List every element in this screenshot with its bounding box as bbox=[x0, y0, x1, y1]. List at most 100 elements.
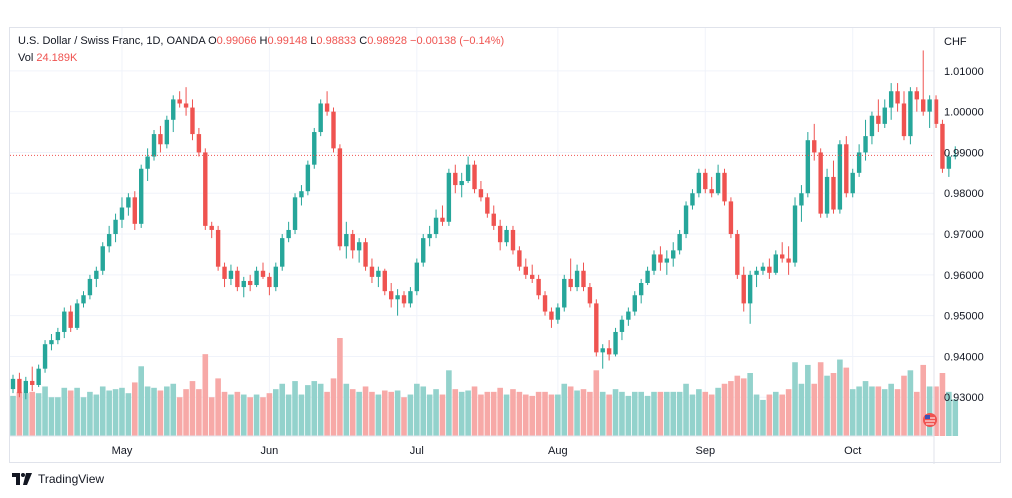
candle bbox=[760, 262, 766, 275]
candle-body bbox=[844, 144, 849, 194]
volume-bar bbox=[337, 338, 343, 436]
candle-body bbox=[235, 270, 240, 288]
time-axis[interactable]: May Jun Jul Aug Sep Oct bbox=[112, 445, 862, 457]
candle-body bbox=[42, 344, 48, 369]
candle bbox=[953, 146, 958, 160]
price-axis[interactable]: 1.01000 1.00000 0.99000 0.98000 0.97000 0.960… bbox=[944, 66, 984, 404]
candle bbox=[901, 91, 907, 141]
volume-bar bbox=[93, 394, 100, 436]
volume-bar bbox=[144, 386, 151, 436]
candle-body bbox=[824, 176, 830, 214]
price-chart[interactable]: CHF 1.01000 1.00000 0.99000 0.98000 0.97000 0… bbox=[10, 28, 1002, 464]
high-label: H bbox=[259, 35, 268, 47]
volume-bar bbox=[471, 386, 478, 436]
candle bbox=[62, 307, 67, 339]
volume-bar bbox=[612, 389, 619, 436]
candle-body bbox=[876, 115, 881, 124]
candle bbox=[421, 234, 426, 267]
candle bbox=[23, 376, 29, 400]
candle bbox=[132, 191, 137, 230]
tradingview-brand[interactable]: TradingView bbox=[12, 472, 104, 486]
volume-bar bbox=[696, 389, 702, 436]
candle-body bbox=[786, 258, 791, 263]
candle bbox=[433, 209, 439, 239]
candle-body bbox=[190, 107, 195, 135]
volume-bar bbox=[728, 381, 734, 436]
volume-bar bbox=[324, 391, 330, 436]
candle bbox=[574, 264, 580, 292]
candle bbox=[164, 115, 170, 149]
candle-body bbox=[856, 152, 862, 173]
volume-bar bbox=[907, 370, 914, 436]
volume-bar bbox=[683, 383, 689, 436]
volume-bar bbox=[266, 393, 273, 436]
candle-body bbox=[228, 270, 234, 279]
volume-bar bbox=[785, 389, 792, 436]
candle-body bbox=[421, 238, 426, 263]
volume-bar bbox=[240, 394, 247, 436]
volume-bar bbox=[260, 397, 266, 436]
candle bbox=[799, 185, 804, 222]
symbol-title[interactable]: U.S. Dollar / Swiss Franc, 1D, OANDA bbox=[18, 35, 206, 47]
candle bbox=[882, 99, 887, 128]
volume-bar bbox=[151, 387, 157, 436]
volume-bar bbox=[381, 390, 388, 436]
candle-body bbox=[735, 234, 740, 275]
volume-bar bbox=[330, 378, 337, 436]
volume-bar bbox=[657, 391, 664, 436]
candle-body bbox=[401, 295, 407, 304]
candle bbox=[805, 132, 811, 198]
volume-bar bbox=[747, 373, 753, 436]
candle bbox=[312, 127, 317, 169]
candle-body bbox=[555, 307, 561, 320]
candle-body bbox=[485, 197, 490, 214]
candle-body bbox=[369, 266, 375, 277]
volume-bar bbox=[926, 386, 933, 436]
candle bbox=[280, 234, 285, 271]
volume-bar bbox=[29, 391, 36, 436]
candle bbox=[497, 219, 503, 251]
candle bbox=[10, 374, 16, 394]
candle-body bbox=[119, 207, 125, 220]
volume-bar bbox=[939, 373, 946, 436]
candle bbox=[824, 168, 830, 218]
candle-body bbox=[440, 217, 445, 222]
price-tick-label: 0.97000 bbox=[944, 229, 984, 241]
volume-bar bbox=[16, 391, 23, 436]
candle-body bbox=[568, 278, 573, 288]
volume-bar bbox=[189, 381, 196, 436]
candle-body bbox=[453, 172, 458, 186]
candle bbox=[209, 221, 214, 239]
candle-body bbox=[363, 242, 368, 267]
volume-bar bbox=[715, 387, 721, 436]
candle-body bbox=[895, 91, 900, 104]
candle-body bbox=[36, 368, 41, 385]
volume-bar bbox=[664, 391, 670, 436]
flag-icon[interactable] bbox=[923, 413, 937, 427]
volume-bar bbox=[529, 395, 536, 436]
candle bbox=[305, 160, 311, 196]
volume-bar bbox=[702, 391, 709, 436]
candle bbox=[619, 315, 625, 341]
volume-bar bbox=[811, 383, 818, 436]
candle-body bbox=[247, 280, 253, 286]
candle bbox=[562, 274, 567, 312]
candle-body bbox=[754, 270, 759, 275]
high-value: 0.99148 bbox=[267, 35, 308, 47]
volume-bar bbox=[356, 391, 362, 436]
candle-body bbox=[145, 156, 150, 169]
legend-ohlc: U.S. Dollar / Swiss Franc, 1D, OANDA O0.… bbox=[18, 35, 504, 47]
candle-body bbox=[594, 303, 599, 353]
candle-body bbox=[863, 136, 868, 153]
candle bbox=[741, 266, 746, 312]
volume-bar bbox=[42, 386, 48, 436]
candle bbox=[183, 87, 189, 116]
candle-body bbox=[741, 274, 746, 304]
candle-body bbox=[664, 258, 670, 263]
candle-body bbox=[94, 270, 99, 279]
volume-label[interactable]: Vol bbox=[18, 52, 34, 64]
volume-bar bbox=[55, 397, 61, 436]
candle bbox=[895, 83, 900, 112]
volume-bar bbox=[285, 394, 292, 436]
candle-body bbox=[388, 291, 394, 300]
